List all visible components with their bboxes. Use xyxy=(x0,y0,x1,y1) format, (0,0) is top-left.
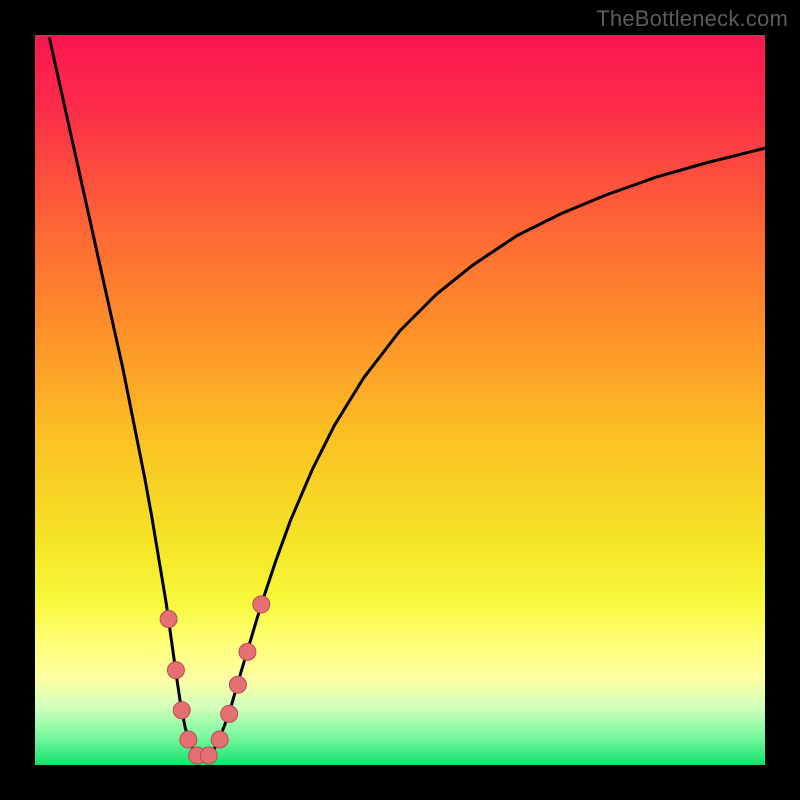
data-marker xyxy=(167,662,184,679)
data-marker xyxy=(200,747,217,764)
data-marker xyxy=(173,702,190,719)
bottleneck-curve-chart xyxy=(0,0,800,800)
data-marker xyxy=(229,676,246,693)
data-marker xyxy=(160,611,177,628)
data-marker xyxy=(180,731,197,748)
data-marker xyxy=(221,705,238,722)
watermark-text: TheBottleneck.com xyxy=(596,6,788,32)
chart-container: TheBottleneck.com xyxy=(0,0,800,800)
data-marker xyxy=(253,596,270,613)
plot-gradient-background xyxy=(35,35,765,765)
data-marker xyxy=(211,731,228,748)
data-marker xyxy=(239,643,256,660)
